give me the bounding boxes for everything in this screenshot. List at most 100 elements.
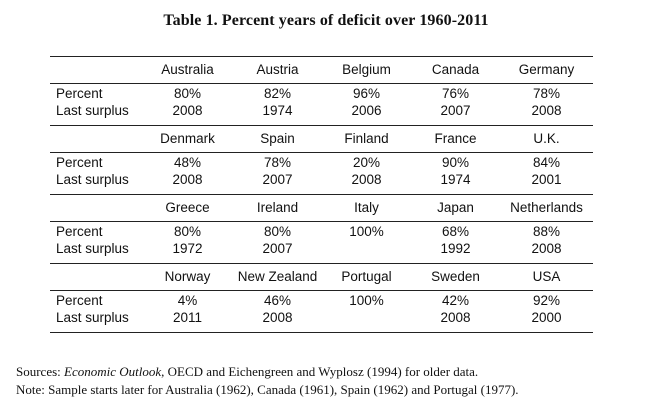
percent-cell: 100%: [349, 224, 384, 239]
table-rule: [50, 290, 593, 291]
country-name: Denmark: [160, 131, 215, 146]
table-rule: [50, 152, 593, 153]
country-name: Finland: [344, 131, 389, 146]
percent-cell: 80%: [173, 224, 202, 239]
last-surplus-row: Last surplus 1972 2007 1992 2008: [50, 240, 593, 257]
country-name: Australia: [161, 62, 214, 77]
country-name: Germany: [518, 62, 575, 77]
row-label-percent: Percent: [56, 224, 103, 239]
sources-publication: Economic Outlook: [64, 364, 162, 379]
last-surplus-cell: 2008: [531, 241, 562, 256]
table-rule: [50, 194, 593, 195]
table-rule: [50, 56, 593, 57]
sources-rest: , OECD and Eichengreen and Wyplosz (1994…: [161, 364, 479, 379]
country-name: USA: [532, 269, 561, 284]
last-surplus-cell: 1972: [172, 241, 203, 256]
percent-cell: 48%: [173, 155, 202, 170]
last-surplus-cell: 2008: [262, 310, 293, 325]
last-surplus-cell: 2008: [172, 172, 203, 187]
percent-cell: 76%: [441, 86, 470, 101]
last-surplus-row: Last surplus 2011 2008 2008 2000: [50, 309, 593, 326]
percent-cell: 82%: [263, 86, 292, 101]
table-block-1: Australia Austria Belgium Canada Germany…: [50, 57, 593, 125]
last-surplus-cell: 1974: [440, 172, 471, 187]
table-block-4: Norway New Zealand Portugal Sweden USA P…: [50, 264, 593, 332]
percent-cell: 80%: [263, 224, 292, 239]
percent-row: Percent 4% 46% 100% 42% 92%: [50, 292, 593, 309]
percent-cell: 20%: [352, 155, 381, 170]
row-label-percent: Percent: [56, 293, 103, 308]
country-name: Netherlands: [510, 200, 583, 215]
last-surplus-cell: 2008: [351, 172, 382, 187]
last-surplus-cell: 2011: [172, 310, 203, 325]
row-label-last-surplus: Last surplus: [56, 103, 129, 118]
percent-cell: 96%: [352, 86, 381, 101]
header-spacer: [50, 264, 142, 290]
country-name: France: [434, 131, 477, 146]
table-rule: [50, 221, 593, 222]
country-name: Ireland: [256, 200, 299, 215]
row-label-last-surplus: Last surplus: [56, 310, 129, 325]
country-header-row: Greece Ireland Italy Japan Netherlands: [50, 195, 593, 221]
percent-cell: 80%: [173, 86, 202, 101]
country-name: Japan: [437, 200, 474, 215]
percent-cell: 42%: [441, 293, 470, 308]
country-name: Greece: [165, 200, 210, 215]
country-name: Spain: [260, 131, 295, 146]
country-name: Italy: [354, 200, 379, 215]
country-header-row: Australia Austria Belgium Canada Germany: [50, 57, 593, 83]
percent-row: Percent 80% 80% 100% 68% 88%: [50, 223, 593, 240]
country-name: Canada: [431, 62, 480, 77]
last-surplus-cell: 2007: [262, 172, 293, 187]
percent-cell: 4%: [177, 293, 198, 308]
percent-cell: 88%: [532, 224, 561, 239]
sources-prefix: Sources:: [16, 364, 65, 379]
header-spacer: [50, 126, 142, 152]
country-header-row: Norway New Zealand Portugal Sweden USA: [50, 264, 593, 290]
country-name: U.K.: [533, 131, 560, 146]
table-rule: [50, 125, 593, 126]
sources-line: Sources: Economic Outlook, OECD and Eich…: [16, 363, 519, 381]
country-name: Portugal: [341, 269, 392, 284]
table-rule: [50, 263, 593, 264]
last-surplus-cell: [322, 309, 411, 326]
header-spacer: [50, 57, 142, 83]
last-surplus-cell: 1992: [440, 241, 471, 256]
last-surplus-row: Last surplus 2008 1974 2006 2007 2008: [50, 102, 593, 119]
deficit-table: Australia Austria Belgium Canada Germany…: [50, 56, 593, 333]
row-label-last-surplus: Last surplus: [56, 172, 129, 187]
last-surplus-cell: [322, 240, 411, 257]
last-surplus-cell: 1974: [262, 103, 293, 118]
percent-cell: 100%: [349, 293, 384, 308]
row-label-percent: Percent: [56, 155, 103, 170]
note-line: Note: Sample starts later for Australia …: [16, 382, 519, 397]
last-surplus-cell: 2007: [440, 103, 471, 118]
header-spacer: [50, 195, 142, 221]
table-notes: Sources: Economic Outlook, OECD and Eich…: [16, 363, 519, 399]
country-header-row: Denmark Spain Finland France U.K.: [50, 126, 593, 152]
table-block-3: Greece Ireland Italy Japan Netherlands P…: [50, 195, 593, 263]
table-rule: [50, 332, 593, 333]
percent-cell: 46%: [263, 293, 292, 308]
last-surplus-cell: 2000: [531, 310, 562, 325]
last-surplus-cell: 2008: [172, 103, 203, 118]
table-block-2: Denmark Spain Finland France U.K. Percen…: [50, 126, 593, 194]
country-name: Sweden: [431, 269, 480, 284]
last-surplus-cell: 2006: [351, 103, 382, 118]
percent-cell: 84%: [532, 155, 561, 170]
country-name: Austria: [256, 62, 299, 77]
country-name: Belgium: [342, 62, 391, 77]
percent-cell: 78%: [532, 86, 561, 101]
percent-cell: 90%: [441, 155, 470, 170]
last-surplus-cell: 2008: [440, 310, 471, 325]
last-surplus-cell: 2007: [262, 241, 293, 256]
row-label-percent: Percent: [56, 86, 103, 101]
percent-row: Percent 48% 78% 20% 90% 84%: [50, 154, 593, 171]
country-name: New Zealand: [237, 269, 318, 284]
country-name: Norway: [164, 269, 211, 284]
percent-cell: 78%: [263, 155, 292, 170]
percent-cell: 92%: [532, 293, 561, 308]
percent-cell: 68%: [441, 224, 470, 239]
row-label-last-surplus: Last surplus: [56, 241, 129, 256]
last-surplus-cell: 2001: [531, 172, 562, 187]
